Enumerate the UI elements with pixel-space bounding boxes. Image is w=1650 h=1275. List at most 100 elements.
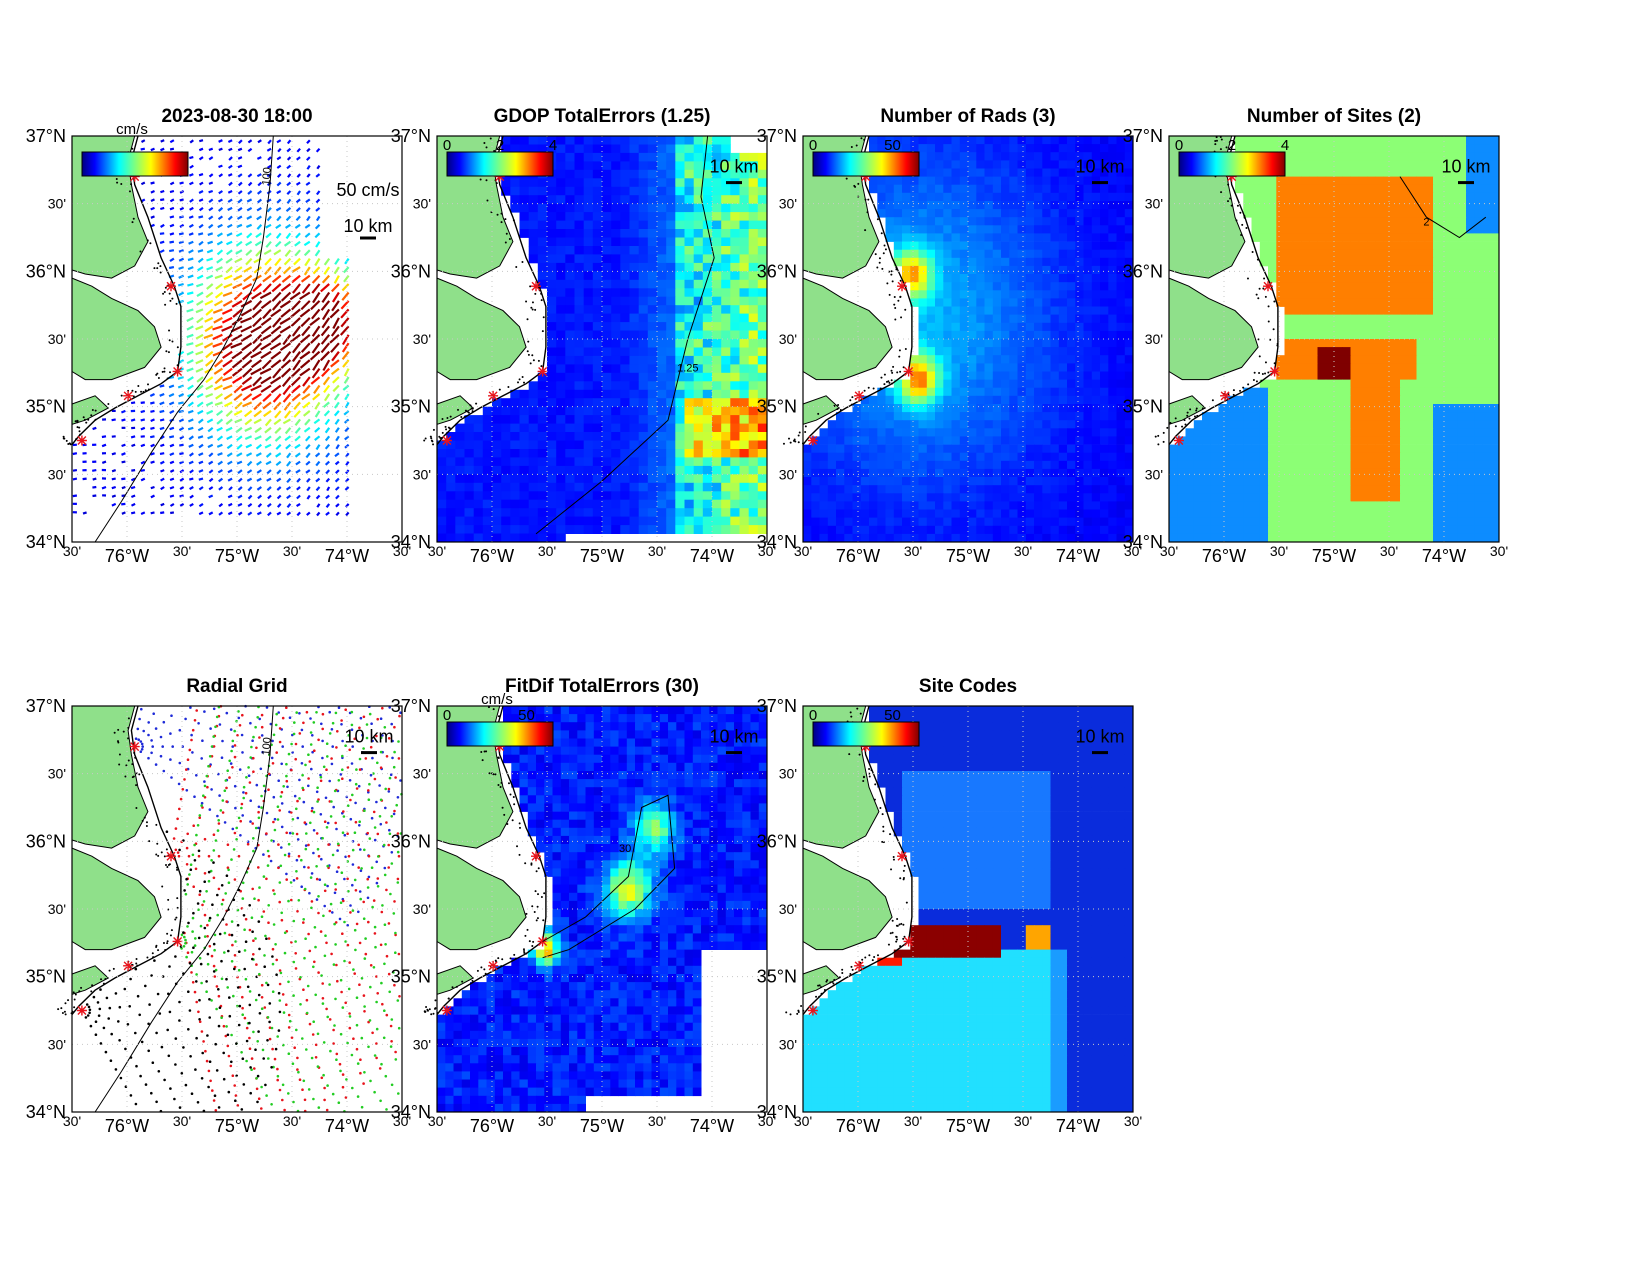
current-vector xyxy=(235,240,243,247)
shore-speck xyxy=(863,138,866,141)
current-vector xyxy=(179,206,185,211)
nrads-cell xyxy=(1001,395,1010,405)
gdop-cell xyxy=(721,389,731,399)
nrads-cell xyxy=(1116,444,1126,454)
nrads-cell xyxy=(1034,339,1043,348)
current-vector xyxy=(150,181,155,185)
nrads-cell xyxy=(1116,217,1126,226)
gdop-cell xyxy=(547,381,557,391)
gdop-cell xyxy=(629,288,640,298)
nsites-cell xyxy=(1292,322,1302,332)
nrads-cell xyxy=(943,233,952,242)
current-vector xyxy=(216,257,224,264)
nsites-cell xyxy=(1358,217,1368,226)
current-vector xyxy=(231,299,243,308)
current-vector xyxy=(234,418,243,424)
nsites-cell xyxy=(1408,201,1417,210)
gdop-cell xyxy=(482,508,493,518)
nrads-cell xyxy=(976,468,985,478)
shore-speck xyxy=(171,297,174,300)
gdop-cell xyxy=(620,372,630,382)
shore-speck xyxy=(529,285,532,288)
gdop-cell xyxy=(592,186,603,196)
current-vector xyxy=(333,393,340,401)
gdop-cell xyxy=(547,491,557,501)
nsites-cell xyxy=(1334,290,1343,299)
nrads-cell xyxy=(1108,355,1117,364)
gdop-cell xyxy=(684,178,695,188)
gdop-cell xyxy=(583,491,594,501)
gdop-cell xyxy=(620,355,630,365)
lat-tick-label: 36°N xyxy=(391,261,431,281)
panel-title: 2023-08-30 18:00 xyxy=(161,106,312,127)
nsites-cell xyxy=(1383,265,1393,275)
nrads-cell xyxy=(1058,265,1068,275)
nsites-cell xyxy=(1301,241,1310,251)
nrads-cell xyxy=(943,347,952,356)
gdop-cell xyxy=(629,406,640,416)
current-vector xyxy=(256,511,262,516)
nrads-cell xyxy=(860,517,870,527)
shore-speck xyxy=(441,431,444,434)
nrads-cell xyxy=(976,525,985,535)
gdop-cell xyxy=(528,406,539,416)
gdop-cell xyxy=(592,136,603,145)
gdop-cell xyxy=(510,533,520,543)
gdop-cell xyxy=(592,508,603,518)
gdop-cell xyxy=(583,203,594,213)
current-vector xyxy=(233,274,243,281)
nrads-cell xyxy=(984,168,994,177)
gdop-cell xyxy=(592,262,603,272)
gdop-cell xyxy=(666,313,676,323)
gdop-cell xyxy=(757,465,768,475)
current-vector xyxy=(178,266,184,270)
nrads-cell xyxy=(1017,201,1027,210)
nrads-cell xyxy=(1025,493,1035,502)
gdop-cell xyxy=(712,330,722,340)
nrads-cell xyxy=(984,209,994,218)
current-vector xyxy=(237,477,243,483)
gdop-cell xyxy=(702,313,713,323)
gdop-cell xyxy=(721,330,731,340)
gdop-cell xyxy=(592,237,603,247)
current-vector xyxy=(168,393,175,398)
current-vector xyxy=(217,207,224,212)
current-vector xyxy=(208,477,214,483)
current-vector xyxy=(267,156,272,161)
current-vector xyxy=(252,317,263,328)
current-vector xyxy=(101,443,107,448)
nrads-cell xyxy=(968,420,977,429)
nrads-cell xyxy=(1116,387,1126,397)
nrads-cell xyxy=(1042,509,1051,518)
nsites-cell xyxy=(1367,257,1376,267)
nrads-cell xyxy=(1083,452,1093,462)
gdop-cell xyxy=(693,499,704,509)
nrads-cell xyxy=(1050,355,1060,364)
gdop-cell xyxy=(757,237,768,247)
current-vector xyxy=(306,486,311,492)
nrads-cell xyxy=(844,420,853,429)
current-vector xyxy=(189,494,194,499)
nsites-cell xyxy=(1276,176,1285,186)
gdop-cell xyxy=(748,229,759,238)
nrads-cell xyxy=(1025,460,1035,470)
nrads-cell xyxy=(1083,501,1093,510)
nrads-cell xyxy=(1017,477,1027,486)
nrads-cell xyxy=(926,144,936,153)
current-vector xyxy=(259,291,272,300)
gdop-cell xyxy=(510,389,520,399)
current-vector xyxy=(251,393,262,401)
nrads-cell xyxy=(992,306,1002,315)
nrads-cell xyxy=(1034,509,1043,518)
nrads-cell xyxy=(1050,136,1060,145)
nrads-cell xyxy=(869,184,878,194)
gdop-cell xyxy=(675,525,685,534)
nsites-cell xyxy=(1474,306,1483,315)
nsites-cell xyxy=(1259,249,1269,259)
gdop-cell xyxy=(556,195,566,205)
nrads-cell xyxy=(869,493,878,502)
gdop-cell xyxy=(611,449,621,458)
nrads-cell xyxy=(918,225,928,234)
nsites-cell xyxy=(1416,152,1426,161)
gdop-cell xyxy=(702,186,713,196)
